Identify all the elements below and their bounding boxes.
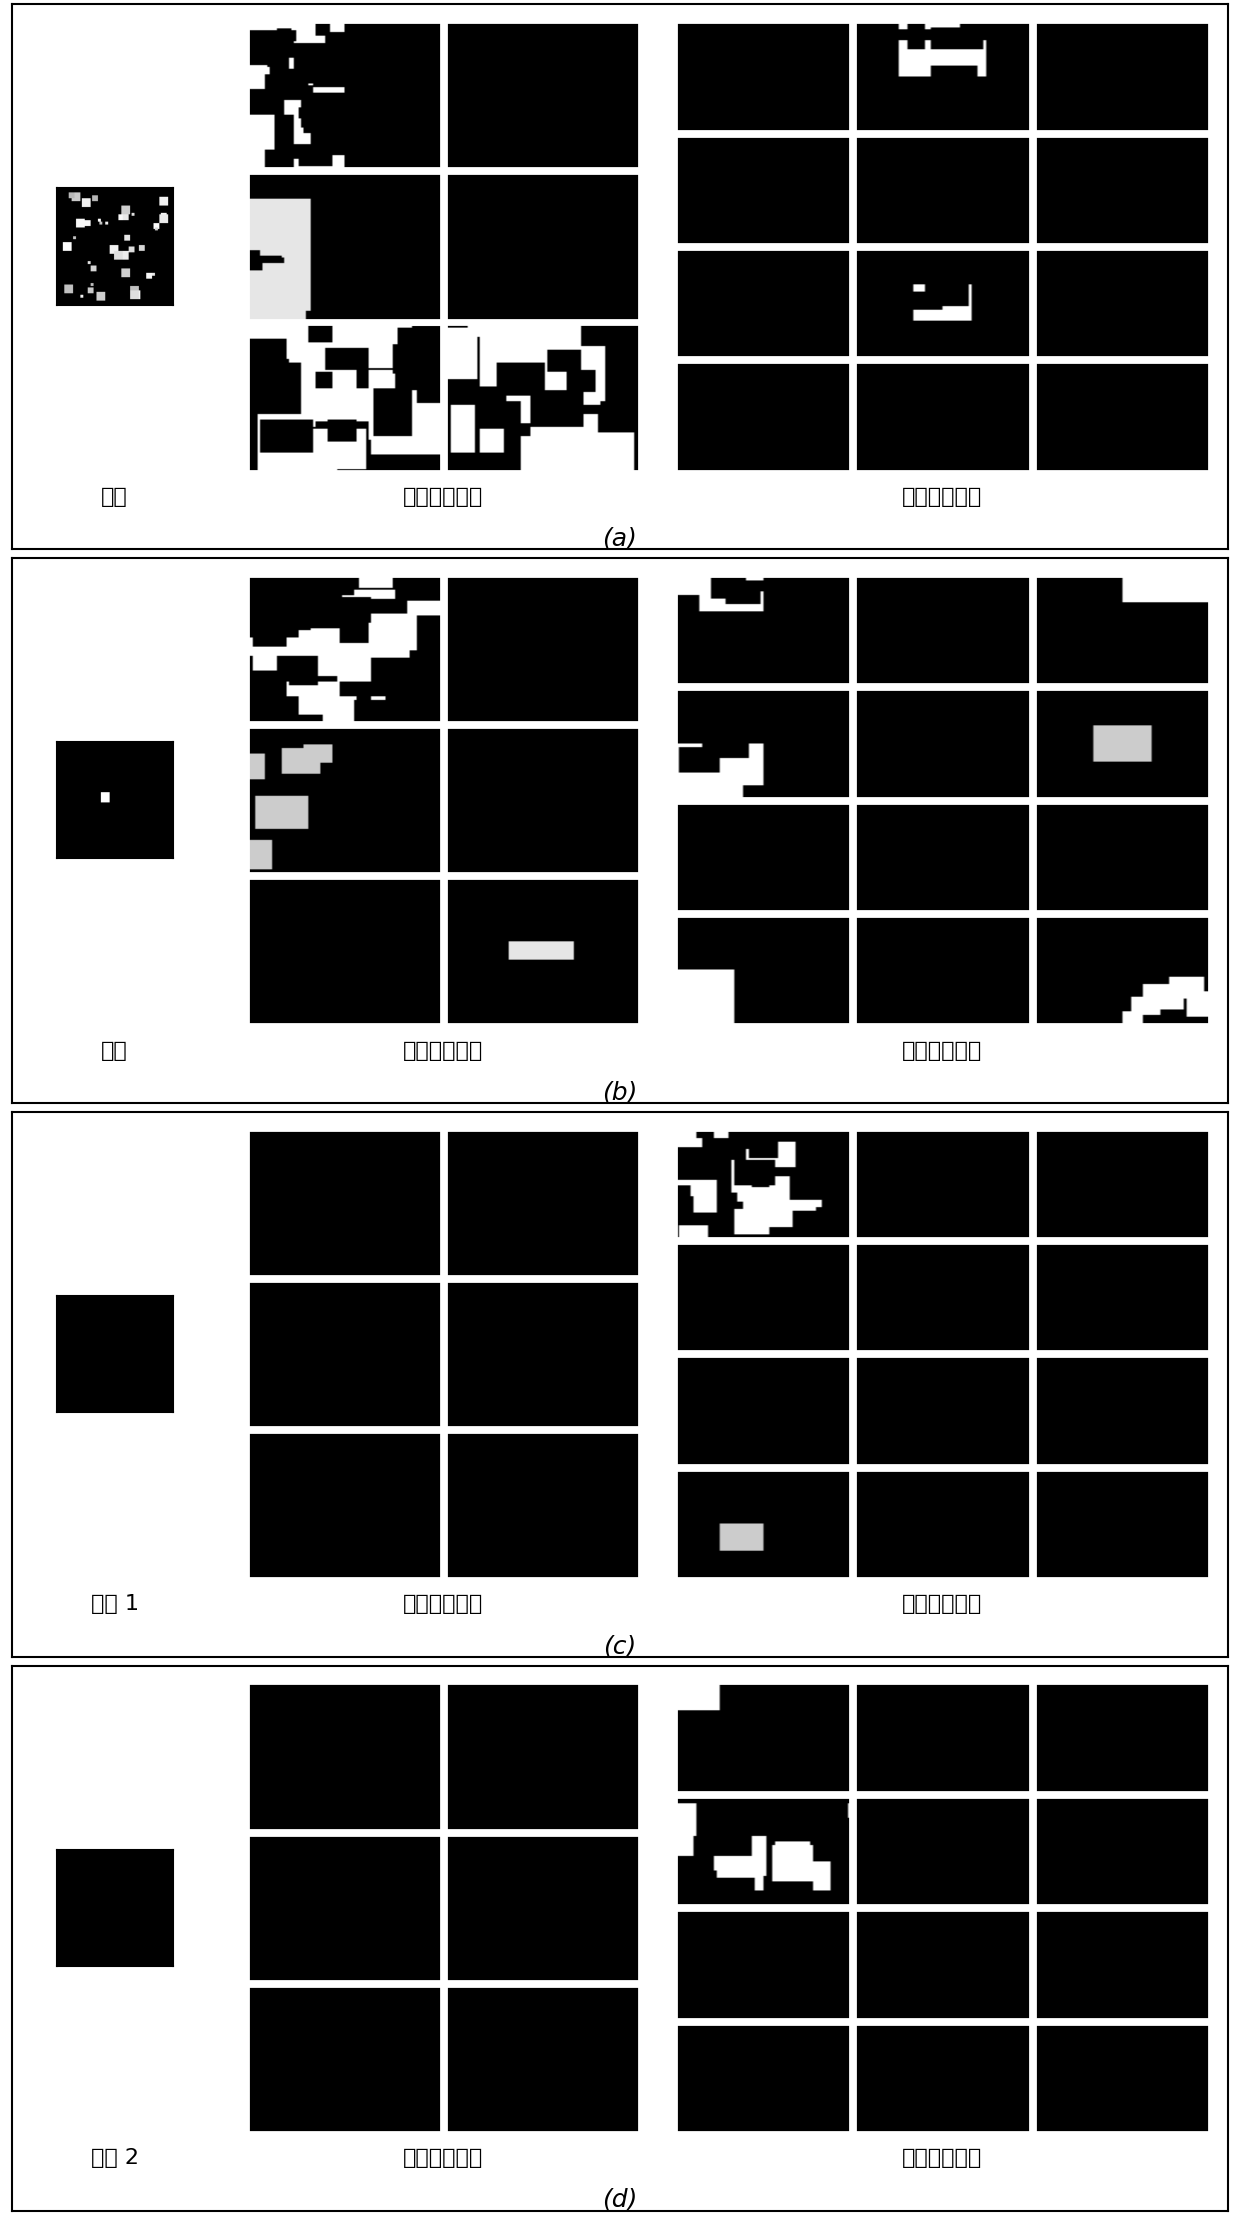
Text: (a): (a) bbox=[603, 527, 637, 552]
Text: (c): (c) bbox=[604, 1635, 636, 1659]
Text: (b): (b) bbox=[603, 1081, 637, 1105]
Text: 第四层特征图: 第四层特征图 bbox=[903, 2149, 982, 2168]
Text: 农田 1: 农田 1 bbox=[91, 1595, 139, 1615]
Text: 森林: 森林 bbox=[102, 487, 128, 507]
Text: 第二层特征图: 第二层特征图 bbox=[403, 487, 484, 507]
Text: 第四层特征图: 第四层特征图 bbox=[903, 487, 982, 507]
Text: (d): (d) bbox=[603, 2188, 637, 2213]
Text: 城区: 城区 bbox=[102, 1041, 128, 1061]
Text: 第二层特征图: 第二层特征图 bbox=[403, 1595, 484, 1615]
Text: 第四层特征图: 第四层特征图 bbox=[903, 1595, 982, 1615]
Text: 第二层特征图: 第二层特征图 bbox=[403, 1041, 484, 1061]
Text: 第四层特征图: 第四层特征图 bbox=[903, 1041, 982, 1061]
Text: 第二层特征图: 第二层特征图 bbox=[403, 2149, 484, 2168]
Text: 农田 2: 农田 2 bbox=[91, 2149, 139, 2168]
